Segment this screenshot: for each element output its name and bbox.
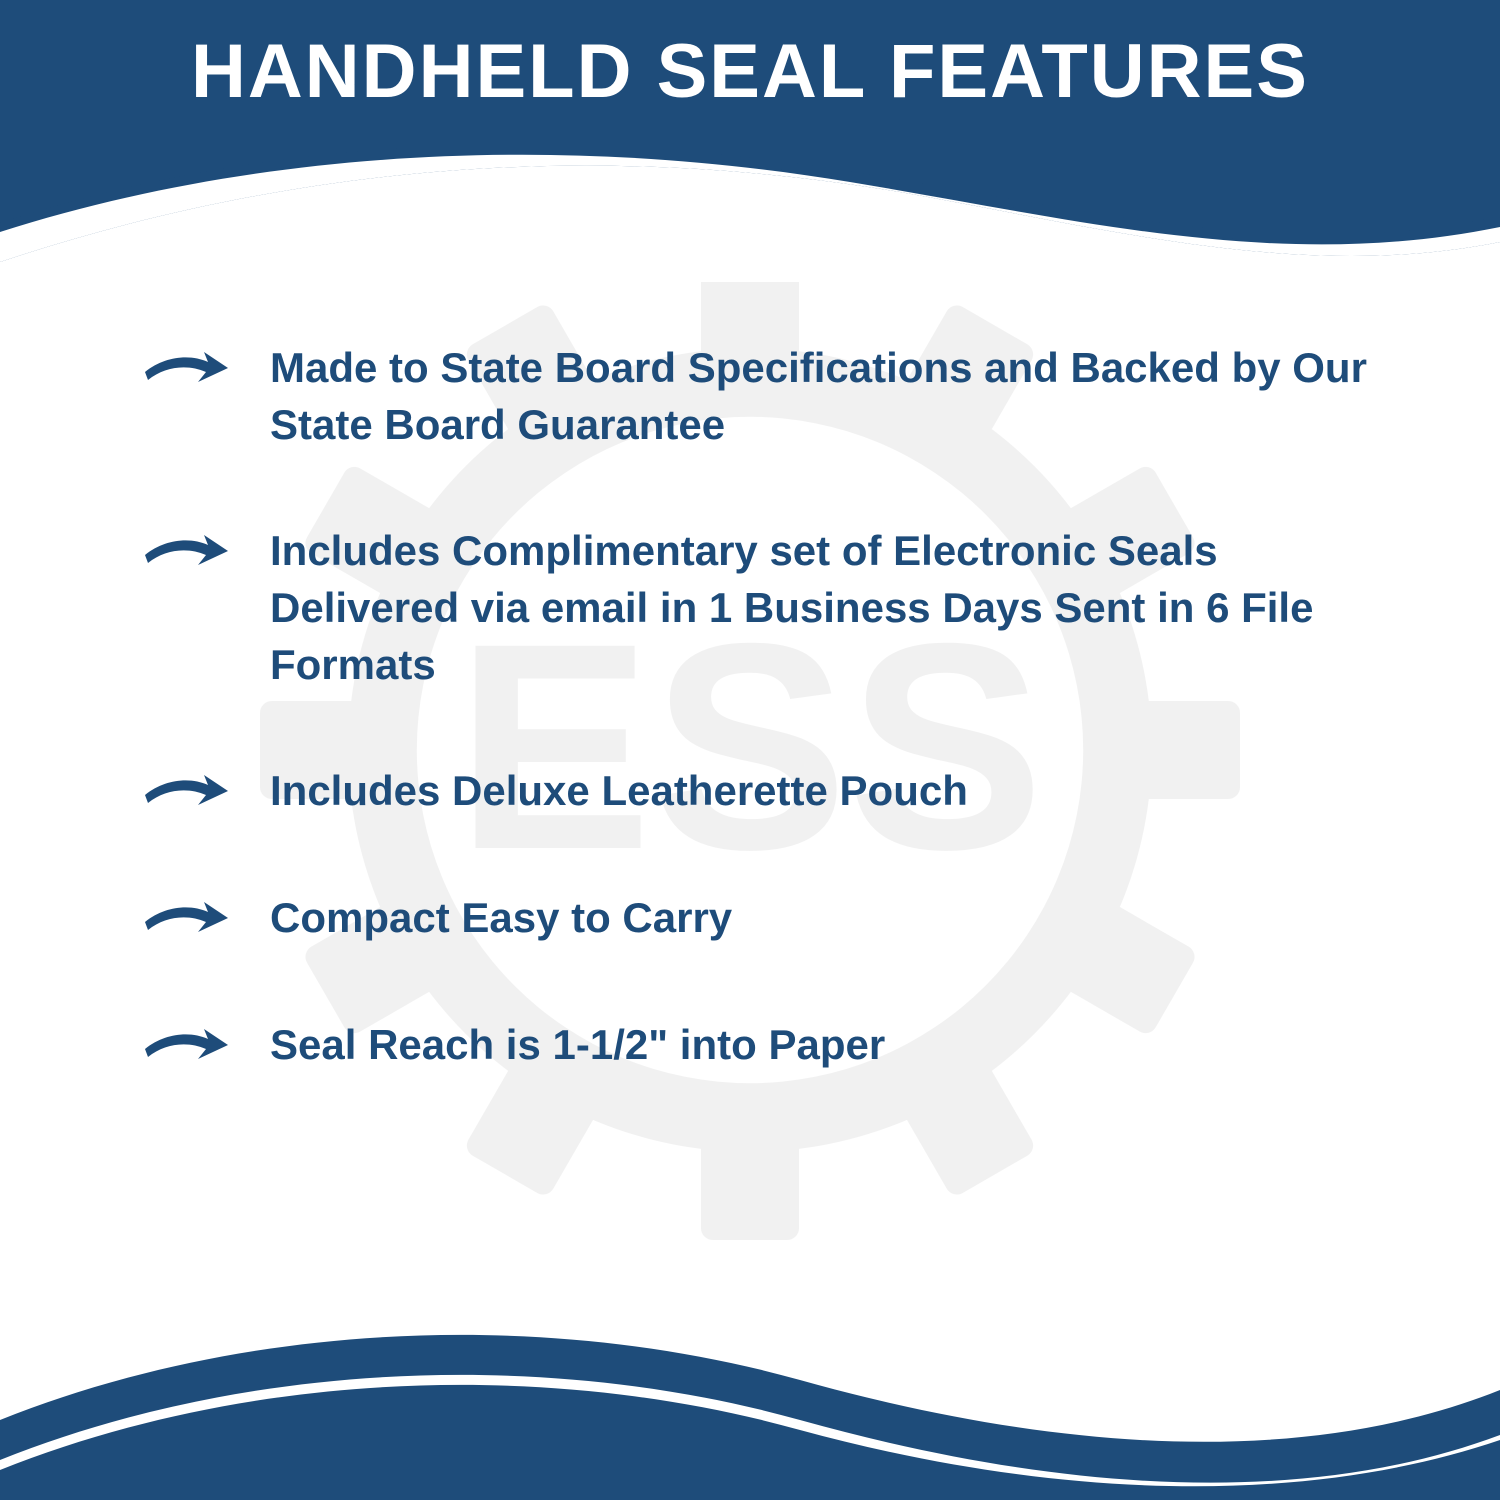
feature-item: Made to State Board Specifications and B… [140, 340, 1400, 453]
header-wave-divider [0, 142, 1500, 282]
features-list: Made to State Board Specifications and B… [0, 280, 1500, 1074]
feature-text: Compact Easy to Carry [270, 890, 732, 947]
feature-text: Seal Reach is 1-1/2" into Paper [270, 1017, 885, 1074]
feature-text: Includes Complimentary set of Electronic… [270, 523, 1400, 693]
arrow-right-icon [140, 527, 230, 577]
feature-item: Compact Easy to Carry [140, 890, 1400, 947]
feature-item: Includes Complimentary set of Electronic… [140, 523, 1400, 693]
feature-text: Includes Deluxe Leatherette Pouch [270, 763, 968, 820]
page-title: HANDHELD SEAL FEATURES [0, 0, 1500, 115]
feature-item: Seal Reach is 1-1/2" into Paper [140, 1017, 1400, 1074]
feature-item: Includes Deluxe Leatherette Pouch [140, 763, 1400, 820]
feature-text: Made to State Board Specifications and B… [270, 340, 1400, 453]
header-banner: HANDHELD SEAL FEATURES [0, 0, 1500, 280]
footer-wave-divider [0, 1240, 1500, 1500]
arrow-right-icon [140, 767, 230, 817]
arrow-right-icon [140, 1021, 230, 1071]
arrow-right-icon [140, 344, 230, 394]
arrow-right-icon [140, 894, 230, 944]
